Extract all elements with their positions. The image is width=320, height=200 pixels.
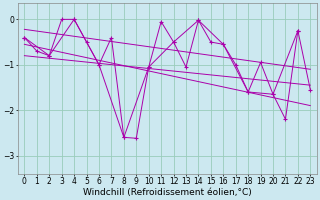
X-axis label: Windchill (Refroidissement éolien,°C): Windchill (Refroidissement éolien,°C) <box>83 188 252 197</box>
